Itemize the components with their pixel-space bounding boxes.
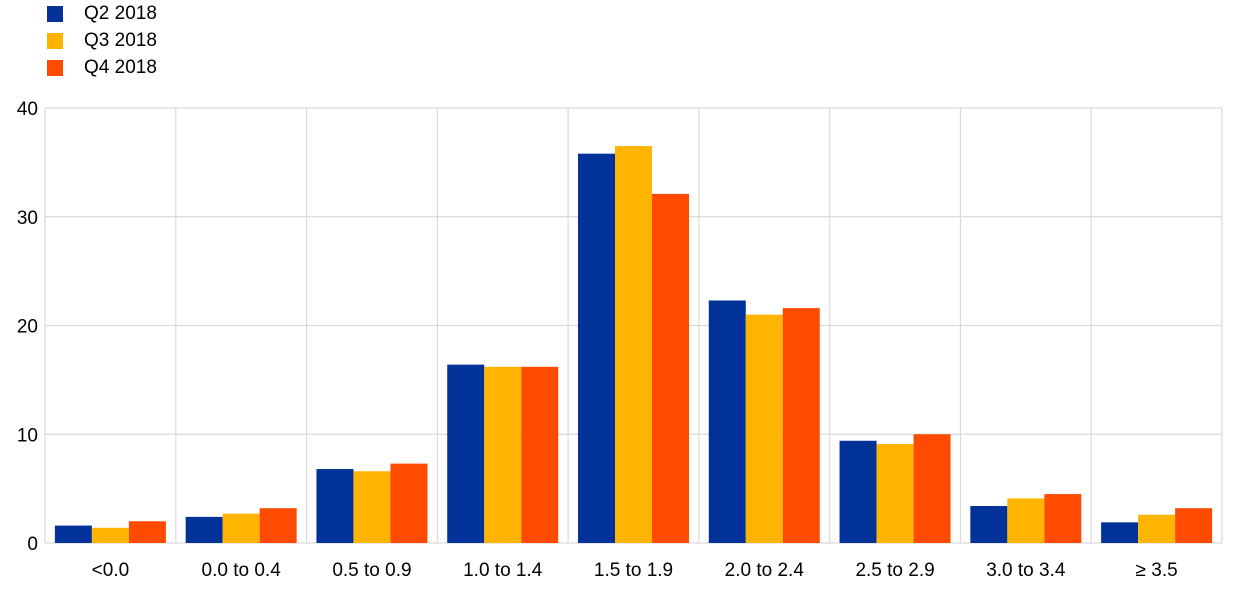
bar-q4-2018-3-5 <box>1175 508 1213 543</box>
bar-q4-2018-0-5-to-0-9 <box>390 463 428 543</box>
x-tick-label: 2.5 to 2.9 <box>855 560 934 581</box>
bar-q2-2018-0-0 <box>54 525 92 543</box>
bar-q4-2018-0-0 <box>128 521 166 543</box>
y-tick-label: 30 <box>17 208 38 229</box>
y-tick-label: 40 <box>17 99 38 120</box>
bar-q3-2018-1-0-to-1-4 <box>484 366 522 543</box>
bar-q4-2018-1-5-to-1-9 <box>652 193 689 543</box>
y-tick-label: 20 <box>17 317 38 338</box>
bar-q3-2018-2-5-to-2-9 <box>876 444 914 543</box>
legend-item-q2-2018: Q2 2018 <box>47 0 157 27</box>
bar-q3-2018-3-5 <box>1138 514 1176 543</box>
bar-q3-2018-1-5-to-1-9 <box>615 146 652 543</box>
bar-q2-2018-2-5-to-2-9 <box>839 440 877 543</box>
bar-q4-2018-3-0-to-3-4 <box>1044 494 1082 543</box>
y-tick-label: 0 <box>27 534 38 555</box>
x-tick-label: 0.0 to 0.4 <box>202 560 282 581</box>
x-tick-label: 2.0 to 2.4 <box>725 560 805 581</box>
bar-q2-2018-0-0-to-0-4 <box>185 516 223 543</box>
bar-q2-2018-1-5-to-1-9 <box>578 153 615 544</box>
x-tick-label: 1.5 to 1.9 <box>594 560 673 581</box>
bar-q2-2018-1-0-to-1-4 <box>447 364 485 543</box>
bar-q3-2018-3-0-to-3-4 <box>1007 498 1045 543</box>
x-tick-label: 1.0 to 1.4 <box>463 560 543 581</box>
bar-q3-2018-0-0-to-0-4 <box>222 513 260 543</box>
bar-q4-2018-2-5-to-2-9 <box>913 434 951 543</box>
legend-item-q4-2018: Q4 2018 <box>47 54 157 81</box>
legend-label-q3-2018: Q3 2018 <box>84 30 157 51</box>
bar-q2-2018-3-0-to-3-4 <box>970 506 1008 543</box>
bar-q3-2018-0-5-to-0-9 <box>353 471 391 543</box>
legend-swatch-q3-2018 <box>47 32 63 49</box>
bars-layer <box>54 146 1213 544</box>
x-tick-label: <0.0 <box>92 560 130 581</box>
bar-q3-2018-0-0 <box>91 527 129 543</box>
bar-q2-2018-0-5-to-0-9 <box>316 469 354 543</box>
legend-item-q3-2018: Q3 2018 <box>47 27 157 54</box>
legend-label-q4-2018: Q4 2018 <box>84 57 157 78</box>
bar-q3-2018-2-0-to-2-4 <box>745 314 783 543</box>
legend-swatch-q2-2018 <box>47 5 63 22</box>
legend-swatch-q4-2018 <box>47 59 63 76</box>
bar-q4-2018-2-0-to-2-4 <box>782 308 820 543</box>
chart-legend: Q2 2018 Q3 2018 Q4 2018 <box>47 0 157 81</box>
y-tick-label: 10 <box>17 425 38 446</box>
x-tick-label: 0.5 to 0.9 <box>332 560 411 581</box>
bar-q4-2018-1-0-to-1-4 <box>521 366 559 543</box>
axis-layer: 0 10 20 30 40 <0.0 0.0 to 0.4 0.5 to 0.9 1.0 to … <box>17 99 1178 581</box>
x-tick-label: ≥ 3.5 <box>1136 560 1178 581</box>
bar-q2-2018-3-5 <box>1101 522 1139 543</box>
bar-q2-2018-2-0-to-2-4 <box>708 300 746 543</box>
legend-label-q2-2018: Q2 2018 <box>84 3 157 24</box>
bar-q4-2018-0-0-to-0-4 <box>259 508 297 543</box>
x-tick-label: 3.0 to 3.4 <box>986 560 1066 581</box>
